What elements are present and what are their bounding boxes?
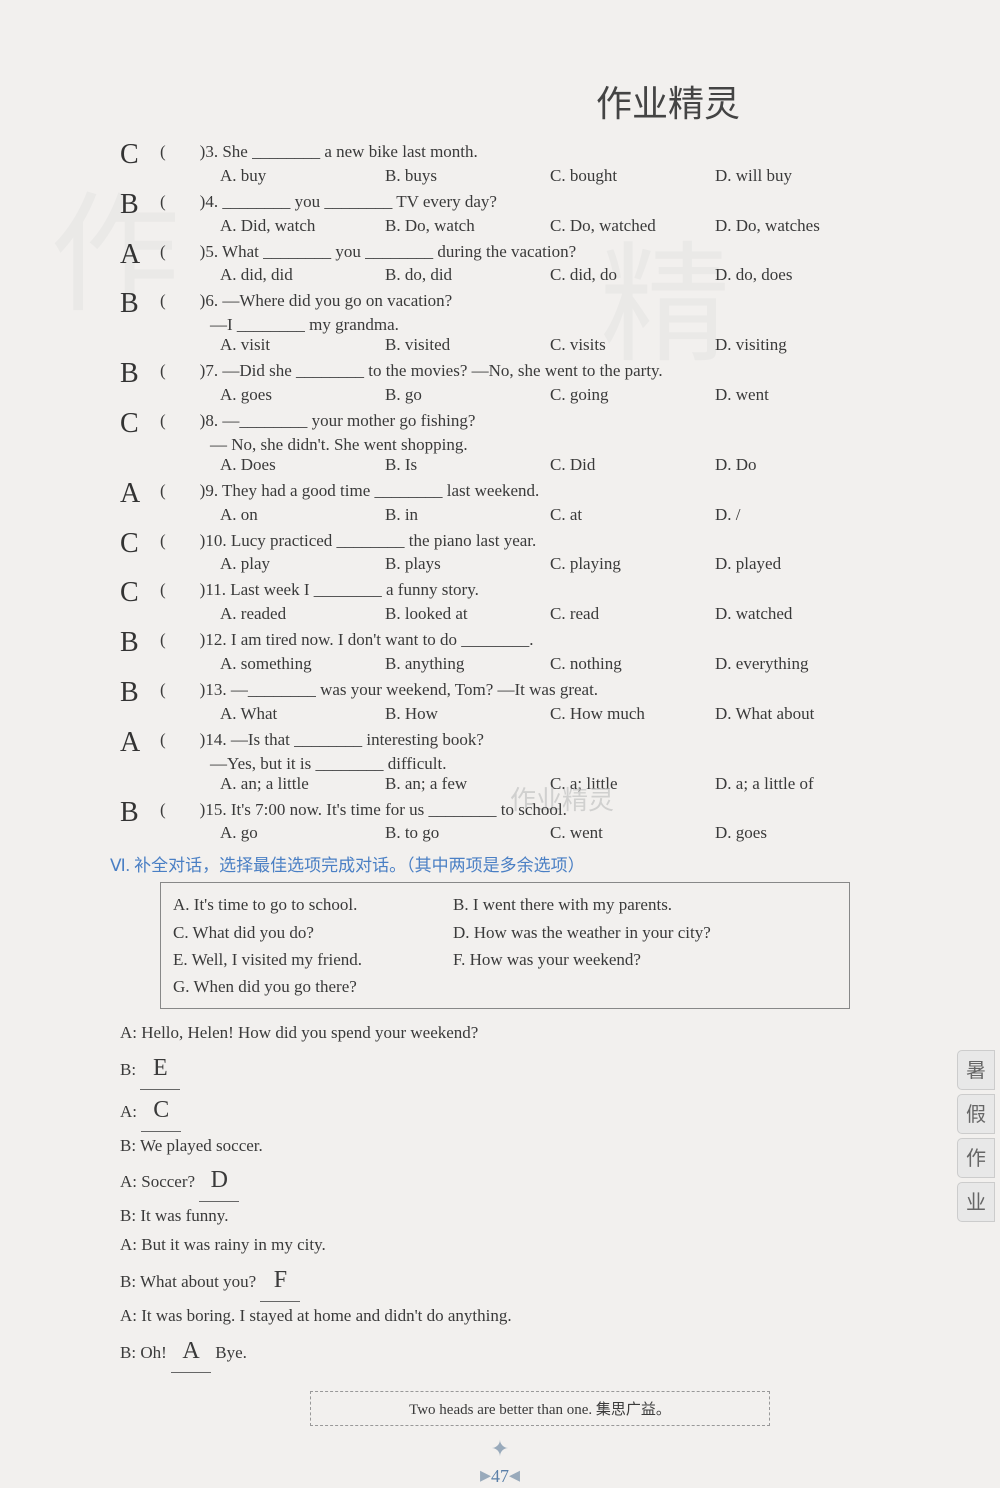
side-tab: 作 — [957, 1138, 995, 1178]
question-10: C ( )10. Lucy practiced ________ the pia… — [110, 529, 890, 553]
dialogue-line: A: Soccer? D — [120, 1160, 890, 1202]
dialogue-line: A: But it was rainy in my city. — [120, 1231, 890, 1260]
options-8: A. DoesB. IsC. DidD. Do — [220, 455, 890, 475]
question-8-line2: — No, she didn't. She went shopping. — [210, 435, 890, 455]
question-5: A ( )5. What ________ you ________ durin… — [110, 240, 890, 264]
options-box: A. It's time to go to school.B. I went t… — [160, 882, 850, 1009]
question-15: B ( )15. It's 7:00 now. It's time for us… — [110, 798, 890, 822]
question-14-line2: —Yes, but it is ________ difficult. — [210, 754, 890, 774]
dialogue-line: B: What about you? F — [120, 1260, 890, 1302]
dialogue-line: A: It was boring. I stayed at home and d… — [120, 1302, 890, 1331]
options-3: A. buyB. buysC. boughtD. will buy — [220, 166, 890, 186]
dialogue-line: B: It was funny. — [120, 1202, 890, 1231]
dialogue-line: A: C — [120, 1090, 890, 1132]
dialogue-line: B: E — [120, 1048, 890, 1090]
answer-letter: A — [120, 723, 140, 762]
side-tab: 假 — [957, 1094, 995, 1134]
options-9: A. onB. inC. atD. / — [220, 505, 890, 525]
worksheet-content: C ( )3. She ________ a new bike last mon… — [110, 140, 890, 1488]
section6-title: Ⅵ. 补全对话，选择最佳选项完成对话。（其中两项是多余选项） — [110, 851, 890, 876]
answer-letter: B — [120, 354, 139, 393]
answer-letter: B — [120, 185, 139, 224]
question-14: A ( )14. —Is that ________ interesting b… — [110, 728, 890, 752]
answer-letter: A — [120, 235, 140, 274]
side-tab: 业 — [957, 1182, 995, 1222]
answer-letter: C — [120, 404, 139, 443]
answer-letter: B — [120, 284, 139, 323]
options-13: A. WhatB. HowC. How muchD. What about — [220, 704, 890, 724]
question-8: C ( )8. —________ your mother go fishing… — [110, 409, 890, 433]
answer-letter: A — [120, 474, 140, 513]
answer-letter: C — [120, 573, 139, 612]
side-tabs: 暑 假 作 业 — [957, 1050, 995, 1226]
answer-letter: B — [120, 793, 139, 832]
options-15: A. goB. to goC. wentD. goes — [220, 823, 890, 843]
question-4: B ( )4. ________ you ________ TV every d… — [110, 190, 890, 214]
dialogue-line: A: Hello, Helen! How did you spend your … — [120, 1019, 890, 1048]
options-10: A. playB. playsC. playingD. played — [220, 554, 890, 574]
page-number: ✦ ▸47◂ — [110, 1436, 890, 1488]
dialogue: A: Hello, Helen! How did you spend your … — [120, 1019, 890, 1372]
answer-letter: C — [120, 135, 139, 174]
answer-letter: B — [120, 623, 139, 662]
question-9: A ( )9. They had a good time ________ la… — [110, 479, 890, 503]
question-3: C ( )3. She ________ a new bike last mon… — [110, 140, 890, 164]
options-5: A. did, didB. do, didC. did, doD. do, do… — [220, 265, 890, 285]
options-12: A. somethingB. anythingC. nothingD. ever… — [220, 654, 890, 674]
answer-letter: C — [120, 524, 139, 563]
side-tab: 暑 — [957, 1050, 995, 1090]
options-14: A. an; a littleB. an; a fewC. a; littleD… — [220, 774, 890, 794]
dialogue-line: B: Oh! A Bye. — [120, 1331, 890, 1373]
question-11: C ( )11. Last week I ________ a funny st… — [110, 578, 890, 602]
options-7: A. goesB. goC. goingD. went — [220, 385, 890, 405]
page-header: 作业精灵 — [596, 75, 740, 127]
dialogue-line: B: We played soccer. — [120, 1132, 890, 1161]
question-13: B ( )13. —________ was your weekend, Tom… — [110, 678, 890, 702]
answer-letter: B — [120, 673, 139, 712]
question-6-line2: —I ________ my grandma. — [210, 315, 890, 335]
options-6: A. visitB. visitedC. visitsD. visiting — [220, 335, 890, 355]
question-6: B ( )6. —Where did you go on vacation? — [110, 289, 890, 313]
question-7: B ( )7. —Did she ________ to the movies?… — [110, 359, 890, 383]
footer-proverb: Two heads are better than one. 集思广益。 — [310, 1391, 770, 1426]
options-11: A. readedB. looked atC. readD. watched — [220, 604, 890, 624]
options-4: A. Did, watchB. Do, watchC. Do, watchedD… — [220, 216, 890, 236]
question-12: B ( )12. I am tired now. I don't want to… — [110, 628, 890, 652]
